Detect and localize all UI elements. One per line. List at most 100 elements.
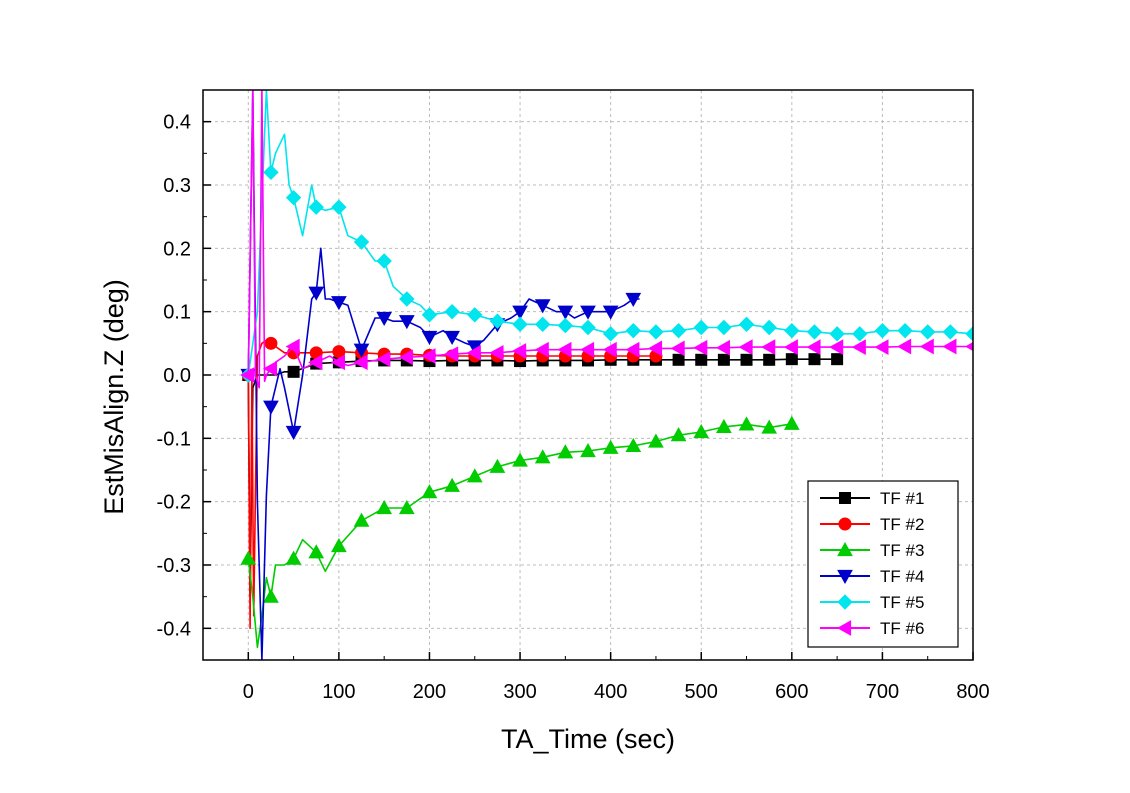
legend-label: TF #3 bbox=[880, 541, 924, 560]
data-point bbox=[240, 367, 255, 383]
data-point bbox=[942, 324, 959, 340]
x-tick-label: 300 bbox=[503, 681, 536, 703]
data-point bbox=[557, 444, 574, 459]
legend-box bbox=[807, 480, 959, 648]
data-point bbox=[376, 253, 392, 269]
data-point bbox=[557, 341, 572, 358]
data-point bbox=[670, 322, 687, 339]
data-point bbox=[512, 452, 528, 467]
data-point bbox=[512, 343, 527, 359]
data-point bbox=[716, 418, 732, 434]
data-point bbox=[398, 315, 415, 330]
series-3 bbox=[240, 415, 800, 649]
data-point bbox=[285, 338, 300, 355]
data-point bbox=[398, 499, 415, 515]
data-point bbox=[264, 336, 278, 350]
data-point bbox=[331, 199, 347, 215]
data-point bbox=[557, 317, 574, 334]
data-point bbox=[444, 477, 460, 492]
data-point bbox=[376, 499, 393, 515]
data-point bbox=[399, 291, 415, 307]
data-point bbox=[874, 339, 889, 355]
y-tick-label: 0.3 bbox=[163, 175, 191, 197]
data-point bbox=[580, 305, 596, 320]
data-point bbox=[761, 339, 776, 355]
data-point bbox=[353, 512, 370, 527]
data-point bbox=[308, 199, 324, 215]
legend-item: TF #1 bbox=[820, 489, 924, 508]
data-point bbox=[398, 349, 413, 366]
legend-label: TF #6 bbox=[880, 619, 924, 638]
data-point bbox=[761, 419, 778, 434]
data-point bbox=[648, 324, 664, 340]
y-tick-label: -0.1 bbox=[157, 428, 191, 450]
data-point bbox=[580, 319, 596, 336]
legend-item: TF #3 bbox=[820, 541, 924, 560]
data-point bbox=[852, 326, 868, 342]
legend-marker bbox=[839, 492, 851, 504]
data-point bbox=[308, 354, 323, 371]
ticks: 0 100 200 300 400 500 600 700 800 -0.4 -0.3 -0.2 -0.… bbox=[157, 112, 990, 703]
data-point bbox=[332, 345, 346, 359]
data-point bbox=[695, 353, 708, 366]
data-point bbox=[421, 307, 438, 323]
data-point bbox=[466, 468, 483, 483]
data-point bbox=[512, 305, 528, 320]
legend-item: TF #4 bbox=[820, 567, 924, 586]
data-point bbox=[693, 319, 709, 336]
legend-label: TF #5 bbox=[880, 593, 924, 612]
data-point bbox=[715, 339, 730, 356]
data-point bbox=[285, 550, 302, 565]
data-point bbox=[287, 365, 300, 378]
legend-marker bbox=[837, 541, 853, 557]
x-tick-label: 600 bbox=[775, 681, 808, 703]
data-point bbox=[534, 341, 549, 358]
legend: TF #1 TF #2 TF #3 TF #4 TF #5 TF #6 bbox=[807, 480, 959, 648]
data-point bbox=[806, 324, 823, 340]
legend-item: TF #6 bbox=[820, 619, 924, 638]
legend-label: TF #2 bbox=[880, 515, 924, 534]
legend-label: TF #1 bbox=[880, 489, 924, 508]
data-point bbox=[783, 415, 800, 430]
data-point bbox=[738, 416, 755, 431]
x-tick-label: 200 bbox=[413, 681, 446, 703]
data-point bbox=[738, 316, 755, 333]
data-point bbox=[942, 338, 957, 355]
x-tick-label: 700 bbox=[866, 681, 899, 703]
data-point bbox=[489, 313, 506, 329]
data-point bbox=[919, 338, 934, 355]
data-point bbox=[625, 341, 640, 358]
y-tick-label: 0.4 bbox=[163, 112, 191, 134]
data-point bbox=[444, 303, 460, 320]
data-point bbox=[262, 360, 278, 377]
x-tick-label: 800 bbox=[956, 681, 989, 703]
data-point bbox=[965, 326, 973, 342]
data-point bbox=[670, 340, 685, 357]
data-point bbox=[785, 353, 798, 366]
data-point bbox=[625, 437, 642, 453]
data-point bbox=[466, 344, 481, 361]
legend-label: TF #4 bbox=[880, 567, 924, 586]
data-point bbox=[647, 340, 663, 357]
data-point bbox=[444, 330, 460, 346]
data-point bbox=[829, 326, 845, 342]
data-point bbox=[625, 322, 642, 339]
data-point bbox=[353, 354, 368, 371]
data-point bbox=[534, 316, 551, 333]
data-point bbox=[557, 305, 574, 320]
series-5 bbox=[240, 90, 973, 383]
legend-item: TF #2 bbox=[820, 515, 924, 534]
data-point bbox=[353, 234, 370, 250]
data-point bbox=[376, 311, 393, 327]
data-point bbox=[808, 353, 821, 366]
data-point bbox=[263, 164, 279, 181]
data-point bbox=[512, 316, 528, 333]
data-point bbox=[717, 353, 730, 366]
data-point bbox=[534, 449, 551, 464]
data-point bbox=[263, 400, 279, 415]
data-point bbox=[489, 458, 506, 473]
data-point bbox=[376, 351, 391, 368]
x-tick-label: 400 bbox=[594, 681, 627, 703]
data-point bbox=[285, 189, 302, 206]
